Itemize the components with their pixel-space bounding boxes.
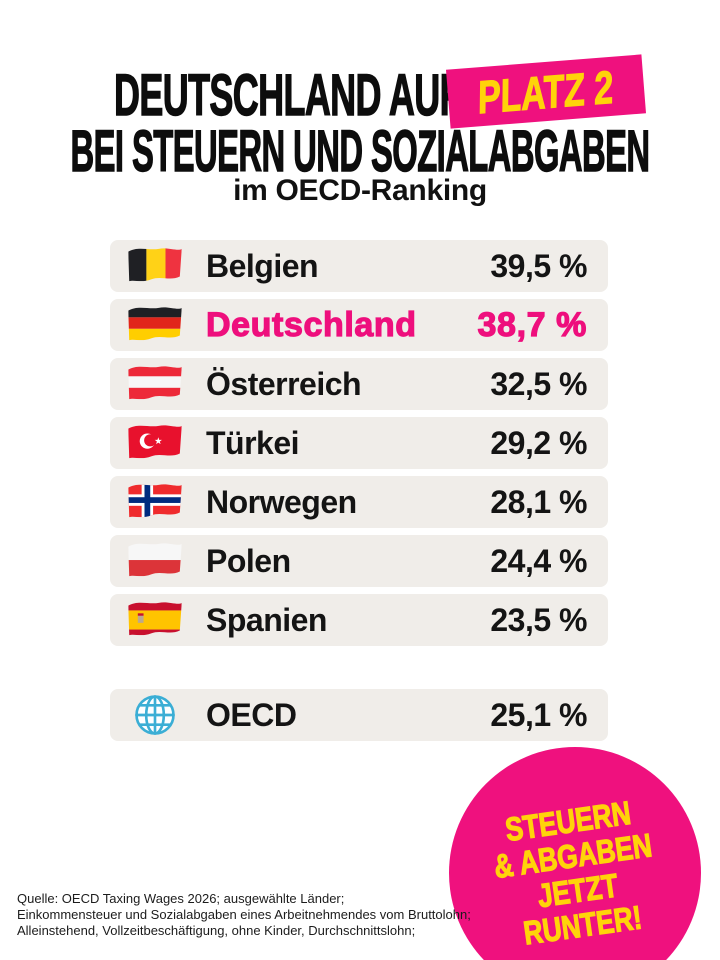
flag-norway-icon: [125, 480, 185, 524]
headline-line1: DEUTSCHLAND AUF: [114, 63, 462, 128]
source-line: Quelle: OECD Taxing Wages 2026; ausgewäh…: [17, 891, 345, 906]
platz-2-label: PLATZ 2: [478, 60, 615, 124]
headline-line2: BEI STEUERN UND SOZIALABGABEN: [70, 119, 650, 184]
tax-rate-value: 32,5 %: [490, 365, 587, 402]
flag-austria-icon: [125, 362, 185, 406]
country-name: Belgien: [206, 247, 319, 284]
source-note: Quelle: OECD Taxing Wages 2026; ausgewäh…: [17, 891, 471, 939]
tax-rate-value: 23,5 %: [490, 601, 587, 638]
country-name: Spanien: [206, 601, 327, 638]
country-name: Österreich: [206, 365, 362, 402]
source-line: Alleinstehend, Vollzeitbeschäftigung, oh…: [17, 923, 416, 938]
country-name: Norwegen: [206, 483, 357, 520]
tax-rate-value: 38,7 %: [477, 305, 587, 344]
flag-turkey-icon: [125, 421, 185, 465]
country-name: Polen: [206, 542, 291, 579]
ranking-row-belgien: Belgien 39,5 %: [110, 240, 608, 292]
ranking-list: Belgien 39,5 % Deutschland 38,7 %: [110, 240, 608, 748]
ranking-row-tuerkei: Türkei 29,2 %: [110, 417, 608, 469]
source-line: Einkommensteuer und Sozialabgaben eines …: [17, 907, 471, 922]
list-gap: [110, 653, 608, 689]
ranking-row-oesterreich: Österreich 32,5 %: [110, 358, 608, 410]
tax-rate-value: 24,4 %: [490, 542, 587, 579]
subtitle: im OECD-Ranking: [233, 174, 487, 207]
oecd-label: OECD: [206, 696, 297, 733]
country-name: Türkei: [206, 424, 300, 461]
ranking-row-polen: Polen 24,4 %: [110, 535, 608, 587]
flag-spain-icon: [125, 598, 185, 642]
flag-germany-icon: [125, 303, 185, 347]
tax-rate-value: 28,1 %: [490, 483, 587, 520]
ranking-row-spanien: Spanien 23,5 %: [110, 594, 608, 646]
flag-poland-icon: [125, 539, 185, 583]
ranking-row-norwegen: Norwegen 28,1 %: [110, 476, 608, 528]
cta-badge: STEUERN & ABGABEN JETZT RUNTER!: [449, 747, 701, 960]
tax-rate-value: 39,5 %: [490, 247, 587, 284]
platz-2-highlight: PLATZ 2: [445, 54, 647, 129]
tax-rate-value: 29,2 %: [490, 424, 587, 461]
cta-badge-text: STEUERN & ABGABEN JETZT RUNTER!: [487, 793, 664, 954]
oecd-summary-row: OECD 25,1 %: [110, 689, 608, 741]
oecd-value: 25,1 %: [490, 696, 587, 733]
ranking-row-deutschland: Deutschland 38,7 %: [110, 299, 608, 351]
flag-belgium-icon: [125, 244, 185, 288]
country-name: Deutschland: [205, 305, 417, 344]
globe-icon: [125, 693, 185, 737]
